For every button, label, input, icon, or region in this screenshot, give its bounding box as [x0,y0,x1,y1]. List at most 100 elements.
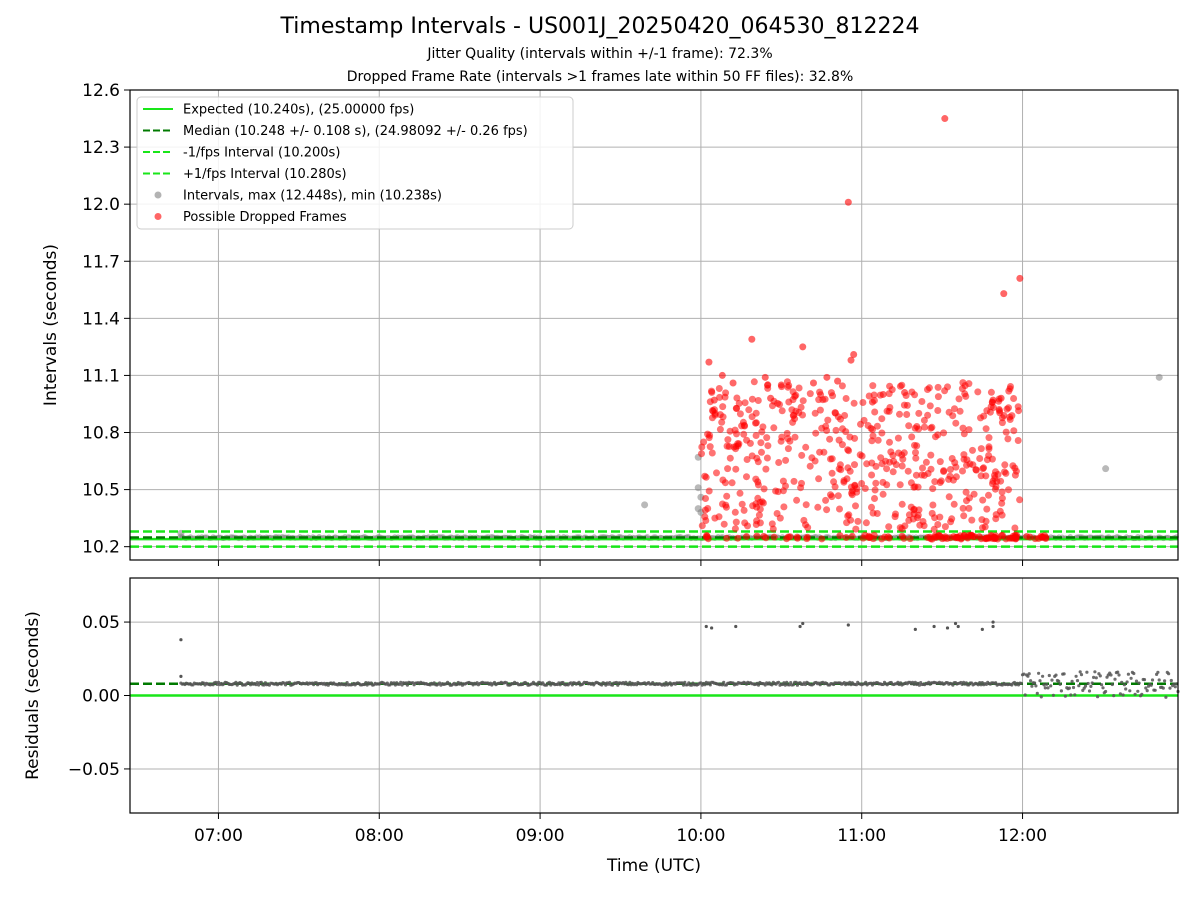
residual-point [1098,674,1102,678]
dropped-frame-point [840,478,848,486]
dropped-frame-point [927,424,935,432]
dropped-frame-point [951,405,958,413]
residual-point [1094,676,1098,680]
dropped-frame-point [982,517,990,525]
dropped-frame-point [924,534,931,541]
residual-point [932,624,936,629]
residual-point [1049,684,1053,688]
dropped-frame-point [852,502,859,510]
dropped-frame-point [912,454,920,462]
dropped-frame-point [985,491,992,499]
dropped-frame-point [842,395,850,402]
dropped-frame-point [896,382,904,390]
dropped-frame-point [918,471,926,479]
dropped-frame-point [883,465,891,473]
dropped-frame-point [959,424,967,432]
dropped-frame-point [774,488,782,496]
dropped-frame-point [816,448,824,456]
xtick-label: 12:00 [998,826,1047,846]
residual-point [1029,679,1033,683]
dropped-frame-point [731,525,739,533]
dropped-frame-point [719,476,727,484]
residual-point [1041,674,1045,678]
legend-label: Median (10.248 +/- 0.108 s), (24.98092 +… [183,124,528,139]
dropped-frame-point [831,409,839,417]
dropped-frame-point [862,519,870,527]
dropped-frame-point [803,533,811,541]
dropped-frame-point [851,461,858,469]
dropped-frame-point [698,443,706,451]
residual-point [710,626,714,630]
legend-label: Intervals, max (12.448s), min (10.238s) [183,189,442,204]
dropped-frame-point [745,406,753,414]
residual-point [1057,679,1061,683]
dropped-frame-point [718,371,726,379]
residual-point [628,680,632,685]
dropped-frame-point [732,465,740,473]
xtick-label: 11:00 [837,826,886,846]
dropped-frame-point [963,461,970,469]
dropped-frame-point [998,419,1006,427]
dropped-frame-point [982,425,990,433]
dropped-frame-point [844,512,852,520]
dropped-frame-point [969,461,977,469]
dropped-frame-point [969,446,976,454]
chart-subtitle-jitter: Jitter Quality (intervals within +/-1 fr… [427,46,773,62]
dropped-frame-point [789,418,797,426]
residual-point [1093,670,1097,674]
legend-swatch [154,191,162,199]
dropped-frame-point [756,519,764,527]
dropped-frame-point [834,492,842,500]
dropped-frame-point [850,399,858,407]
dropped-frame-point [1031,535,1039,543]
residual-point [991,624,995,629]
dropped-frame-point [704,535,712,543]
dropped-frame-point [934,407,942,414]
dropped-frame-point [908,388,916,396]
dropped-frame-point [1001,468,1008,476]
dropped-frame-point [758,448,765,456]
dropped-frame-point [910,506,918,514]
dropped-frame-point [836,505,843,513]
dropped-frame-point [872,479,880,487]
dropped-frame-point [980,464,988,472]
dropped-frame-point [997,394,1005,402]
dropped-frame-point [877,454,885,462]
dropped-frame-point [735,440,743,448]
dropped-frame-point [718,418,726,426]
dropped-frame-point [769,402,776,410]
dropped-frame-point [802,501,810,509]
dropped-frame-point [762,534,770,542]
dropped-frame-point [838,382,846,390]
dropped-frame-point [776,401,783,408]
dropped-frame-point [719,403,727,411]
residual-point [1134,679,1139,683]
dropped-frame-point [861,485,869,492]
residual-point [1100,683,1104,687]
dropped-frame-point [1000,290,1008,298]
dropped-frame-point [835,436,843,444]
dropped-frame-point [919,518,927,525]
dropped-frame-point [867,424,875,432]
dropped-frame-point [946,466,954,473]
xlabel: Time (UTC) [606,856,701,876]
dropped-frame-point [731,508,739,516]
residual-point [1142,678,1147,682]
residual-point [1062,672,1066,676]
dropped-frame-point [783,429,791,437]
dropped-frame-point [828,469,836,477]
dropped-frame-point [740,430,748,438]
dropped-frame-point [799,343,807,351]
dropped-frame-point [985,434,993,442]
dropped-frame-point [708,449,716,457]
dropped-frame-point [885,407,893,415]
dropped-frame-point [889,451,897,459]
dropped-frame-point [965,426,973,434]
dropped-frame-point [956,407,964,415]
dropped-frame-point [981,535,989,543]
dropped-frame-point [922,458,930,466]
residual-point [703,683,707,687]
residual-point [782,681,786,685]
top-ytick-label: 12.3 [82,138,120,158]
dropped-frame-point [809,379,817,387]
